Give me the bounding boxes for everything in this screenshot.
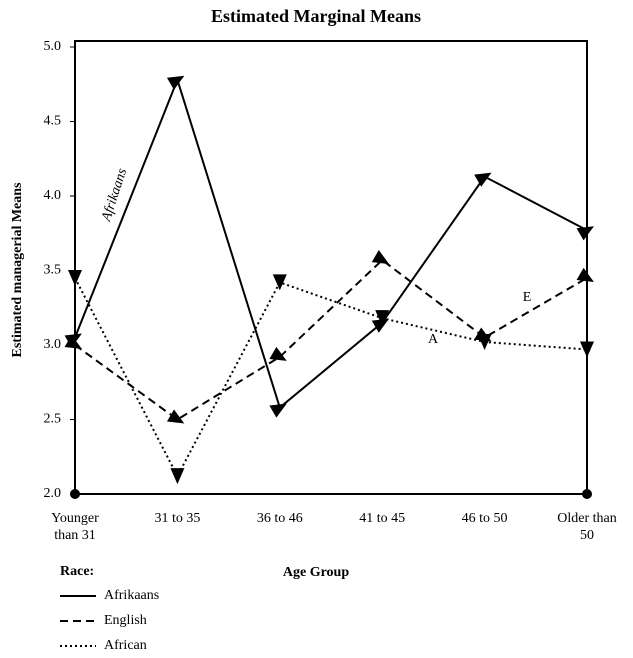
point-marker	[64, 334, 82, 349]
point-marker	[371, 250, 390, 265]
point-marker	[371, 318, 390, 333]
y-tick-label: 4.5	[44, 114, 62, 129]
y-tick-label: 3.0	[44, 337, 62, 352]
series-line	[74, 76, 588, 410]
x-tick-label: 41 to 45	[359, 511, 406, 526]
point-marker	[68, 269, 82, 286]
point-marker	[166, 409, 185, 424]
series-line	[74, 258, 588, 421]
point-marker	[576, 226, 594, 241]
point-marker	[170, 468, 185, 485]
point-marker	[166, 75, 185, 90]
x-tick-label: Younger than 31	[51, 511, 99, 543]
y-tick-label: 3.5	[44, 263, 62, 278]
x-tick-label: 46 to 50	[461, 511, 508, 526]
annotation: E	[523, 290, 532, 305]
annotation: Afrikaans	[99, 166, 131, 224]
corner-dot	[582, 489, 592, 499]
point-marker	[269, 346, 287, 361]
y-tick-label: 2.0	[44, 486, 62, 501]
point-marker	[269, 403, 287, 418]
point-marker	[375, 310, 390, 327]
legend-title: Race:	[60, 564, 94, 579]
plot-frame	[74, 40, 588, 495]
y-tick-label: 4.0	[44, 188, 62, 203]
x-tick-label: Older than 50	[557, 511, 617, 543]
y-tick-label: 2.5	[44, 412, 62, 427]
annotation: A	[428, 332, 439, 347]
point-marker	[477, 334, 492, 351]
legend-label: Afrikaans	[104, 588, 159, 603]
legend-label: African	[104, 638, 147, 653]
x-tick-label: 36 to 46	[256, 511, 303, 526]
point-marker	[576, 267, 594, 282]
point-marker	[474, 172, 492, 187]
x-tick-label: 31 to 35	[154, 511, 201, 526]
series-line	[74, 277, 588, 479]
x-axis-title: Age Group	[283, 565, 349, 580]
y-tick-label: 5.0	[44, 39, 62, 54]
point-marker	[580, 341, 594, 358]
legend-label: English	[104, 613, 147, 628]
point-marker	[272, 274, 287, 291]
y-axis-title: Estimated managerial Means	[10, 182, 25, 358]
chart-title: Estimated Marginal Means	[211, 6, 421, 26]
